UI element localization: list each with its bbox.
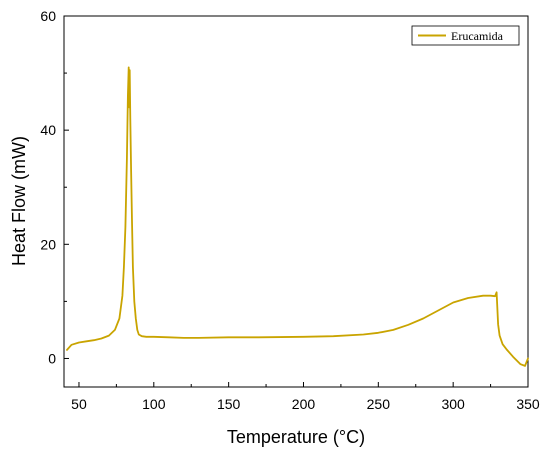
x-tick-label: 250 (367, 396, 391, 412)
x-axis-title: Temperature (°C) (227, 427, 365, 447)
legend-label-erucamida: Erucamida (451, 29, 504, 43)
series-layer (66, 66, 529, 367)
plot-frame (63, 15, 529, 388)
y-tick-label: 60 (40, 8, 56, 24)
series-line-0 (66, 66, 529, 367)
x-tick-label: 150 (217, 396, 241, 412)
legend-box (411, 25, 520, 46)
x-tick-label: 350 (516, 396, 540, 412)
x-tick-label: 200 (292, 396, 316, 412)
y-tick-label: 0 (48, 350, 56, 366)
y-axis-title: Heat Flow (mW) (9, 136, 29, 266)
x-tick-label: 50 (71, 396, 87, 412)
y-axis-ticks: 0 20 40 60 (40, 8, 69, 366)
y-tick-label: 20 (40, 236, 56, 252)
x-tick-label: 300 (441, 396, 465, 412)
x-axis-ticks: 50 100 150 200 250 300 350 (71, 382, 540, 412)
legend: Erucamida (411, 25, 520, 46)
y-tick-label: 40 (40, 122, 56, 138)
x-tick-label: 100 (142, 396, 166, 412)
